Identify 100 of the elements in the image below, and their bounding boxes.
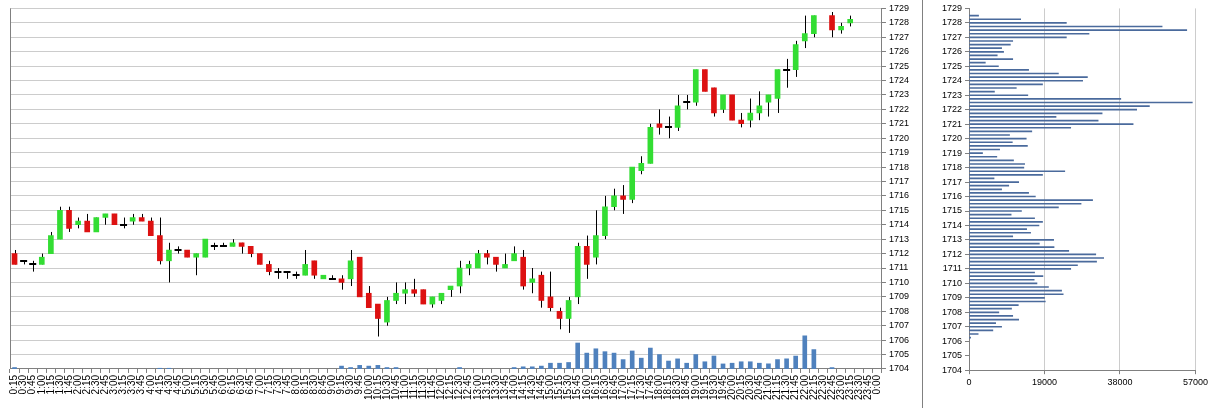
x-tick-label: 6:45 xyxy=(244,374,256,395)
y-tick-label: 1715 xyxy=(888,204,910,215)
bar xyxy=(520,366,526,369)
x-tick-label: 2:30 xyxy=(90,374,102,395)
y-tick-label: 1704 xyxy=(941,364,963,375)
x-tick-label: 18:30 xyxy=(671,374,683,401)
x-tick-label: 21:30 xyxy=(780,374,792,401)
y-tick-label: 1720 xyxy=(941,133,963,144)
x-tick-label: 15:00 xyxy=(544,374,556,401)
bar xyxy=(702,361,708,369)
y-tick-label: 1712 xyxy=(941,248,963,259)
bar xyxy=(775,359,780,369)
y-tick-label: 1709 xyxy=(941,292,963,303)
x-tick-label: 20:30 xyxy=(744,374,756,401)
x-tick-label: 5:15 xyxy=(189,374,201,395)
bar xyxy=(784,358,789,369)
x-tick-label: 7:00 xyxy=(253,374,265,395)
x-tick-label: 19:30 xyxy=(707,374,719,401)
y-tick-label: 1711 xyxy=(888,262,909,273)
x-tick-label: 13:45 xyxy=(498,374,510,401)
y-tick-label: 1709 xyxy=(888,291,910,302)
y-tick-label: 1704 xyxy=(888,363,910,374)
x-tick-label: 9:45 xyxy=(353,374,365,395)
bar xyxy=(557,362,562,369)
x-tick-label: 5:45 xyxy=(208,374,220,395)
x-tick-label: 18:00 xyxy=(653,374,665,401)
y-tick-label: 1719 xyxy=(888,147,910,158)
x-tick-label: 7:30 xyxy=(271,374,283,395)
bar xyxy=(366,365,372,369)
y-tick-label: 1706 xyxy=(941,335,963,346)
candlestick xyxy=(702,69,708,92)
candlestick xyxy=(674,94,681,132)
x-tick-label: 0:45 xyxy=(26,374,38,395)
x-tick-label: 11:30 xyxy=(417,374,429,400)
x-tick-label: 14:00 xyxy=(507,374,519,401)
x-tick-label: 20:15 xyxy=(734,374,746,401)
x-tick-label: 21:45 xyxy=(789,374,801,401)
x-tick-label: 23:00 xyxy=(834,374,846,401)
y-tick-label: 1724 xyxy=(941,75,963,86)
y-tick-label: 1716 xyxy=(888,190,910,201)
bar xyxy=(539,365,544,369)
candlestick xyxy=(593,209,599,265)
x-tick-label: 2:45 xyxy=(99,374,111,395)
x-tick-label: 2:15 xyxy=(80,374,92,395)
candlestick xyxy=(365,285,372,309)
x-tick-label: 23:45 xyxy=(862,374,874,401)
x-tick-label: 13:00 xyxy=(471,374,483,401)
x-tick-label: 11:15 xyxy=(407,374,419,400)
y-tick-label: 1707 xyxy=(941,321,963,332)
x-tick-label: 14:30 xyxy=(526,374,538,401)
x-tick-label: 8:15 xyxy=(298,374,310,395)
y-tick-label: 1713 xyxy=(941,234,963,245)
x-tick-label: 10:45 xyxy=(389,374,401,401)
x-tick-label: 17:30 xyxy=(635,374,647,401)
x-tick-label: 1:00 xyxy=(35,374,47,395)
y-tick-label: 1723 xyxy=(888,89,910,100)
x-tick-label: 57000 xyxy=(1182,377,1208,388)
candlestick xyxy=(202,238,209,258)
x-tick-label: 6:00 xyxy=(217,374,229,395)
x-tick-label: 11:45 xyxy=(426,374,438,400)
x-tick-label: 14:15 xyxy=(516,374,528,401)
y-tick-label: 1721 xyxy=(888,118,910,129)
y-tick-label: 1729 xyxy=(888,2,910,13)
x-tick-label: 10:15 xyxy=(371,374,383,401)
x-tick-label: 7:45 xyxy=(280,374,292,395)
x-tick-label: 10:30 xyxy=(380,374,392,401)
bar xyxy=(584,352,590,369)
y-tick-label: 1729 xyxy=(941,2,963,13)
x-tick-label: 8:00 xyxy=(289,374,301,395)
bar xyxy=(357,365,363,369)
x-tick-label: 12:45 xyxy=(462,374,474,401)
bar xyxy=(757,362,762,369)
bar xyxy=(629,350,635,369)
bar xyxy=(339,365,344,369)
x-tick-label: 17:00 xyxy=(616,374,628,401)
y-tick-label: 1721 xyxy=(941,118,963,129)
y-tick-label: 1716 xyxy=(941,191,963,202)
y-tick-label: 1708 xyxy=(941,306,963,317)
x-tick-label: 23:15 xyxy=(843,374,855,401)
y-tick-label: 1711 xyxy=(942,263,963,274)
x-tick-label: 8:30 xyxy=(308,374,320,395)
bar xyxy=(575,342,581,369)
x-tick-label: 20:00 xyxy=(725,374,737,401)
x-tick-label: 0:00 xyxy=(871,374,883,395)
x-tick-label: 22:00 xyxy=(798,374,810,401)
x-tick-label: 15:15 xyxy=(553,374,565,401)
x-tick-label: 0 xyxy=(966,377,972,388)
x-tick-label: 5:00 xyxy=(180,374,192,395)
bar xyxy=(802,335,808,369)
y-tick-label: 1717 xyxy=(941,176,963,187)
x-tick-label: 18:45 xyxy=(680,374,692,401)
x-tick-label: 38000 xyxy=(1107,377,1133,388)
candlestick xyxy=(347,249,354,287)
candlestick xyxy=(66,206,72,233)
y-tick-label: 1727 xyxy=(941,31,963,42)
y-tick-label: 1728 xyxy=(888,17,910,28)
x-tick-label: 3:45 xyxy=(135,374,147,395)
x-tick-label: 16:45 xyxy=(607,374,619,401)
y-tick-label: 1722 xyxy=(888,103,910,114)
x-tick-label: 13:30 xyxy=(489,374,501,401)
